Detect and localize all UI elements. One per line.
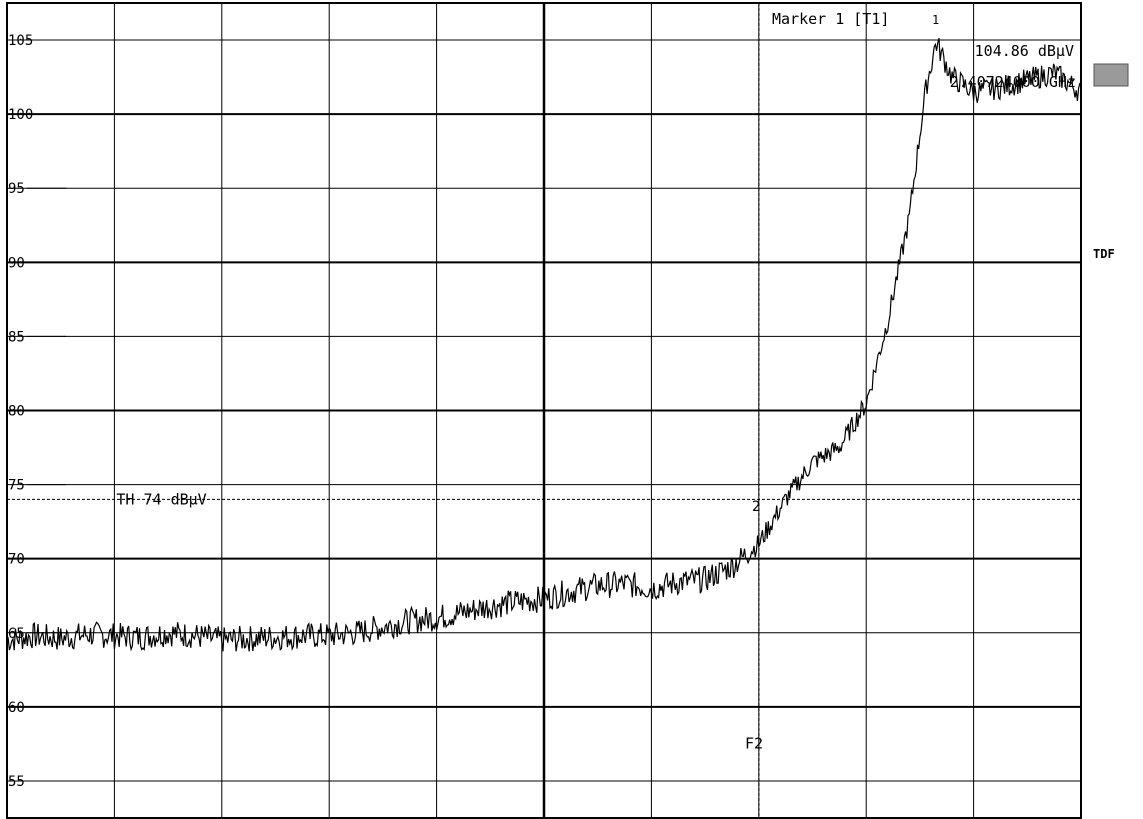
y-tick-label: 60 — [8, 700, 25, 716]
marker-2-symbol: 2 — [752, 499, 760, 515]
marker-1-symbol: 1 — [932, 13, 939, 27]
marker-1-level: 104.86 dBµV — [975, 42, 1074, 60]
y-tick-label: 70 — [8, 552, 25, 568]
y-tick-label: 55 — [8, 774, 25, 790]
tdf-label: TDF — [1093, 247, 1115, 261]
overload-indicator-icon — [1093, 63, 1129, 87]
y-tick-label: 100 — [8, 107, 33, 123]
plot-frame — [6, 2, 1082, 819]
y-tick-label: 85 — [8, 329, 25, 345]
series-line-trace — [6, 38, 1082, 652]
y-tick-label: 75 — [8, 478, 25, 494]
marker-1-title: Marker 1 [T1] — [772, 10, 889, 28]
marker-1-frequency: 2.40724000 GHz — [950, 73, 1076, 91]
y-tick-label: 80 — [8, 404, 25, 420]
y-tick-label: 90 — [8, 255, 25, 271]
y-tick-label: 95 — [8, 181, 25, 197]
y-tick-label: 105 — [8, 33, 33, 49]
threshold-label: TH 74 dBµV — [116, 490, 206, 508]
f2-label: F2 — [745, 734, 763, 752]
grid — [7, 3, 1081, 818]
